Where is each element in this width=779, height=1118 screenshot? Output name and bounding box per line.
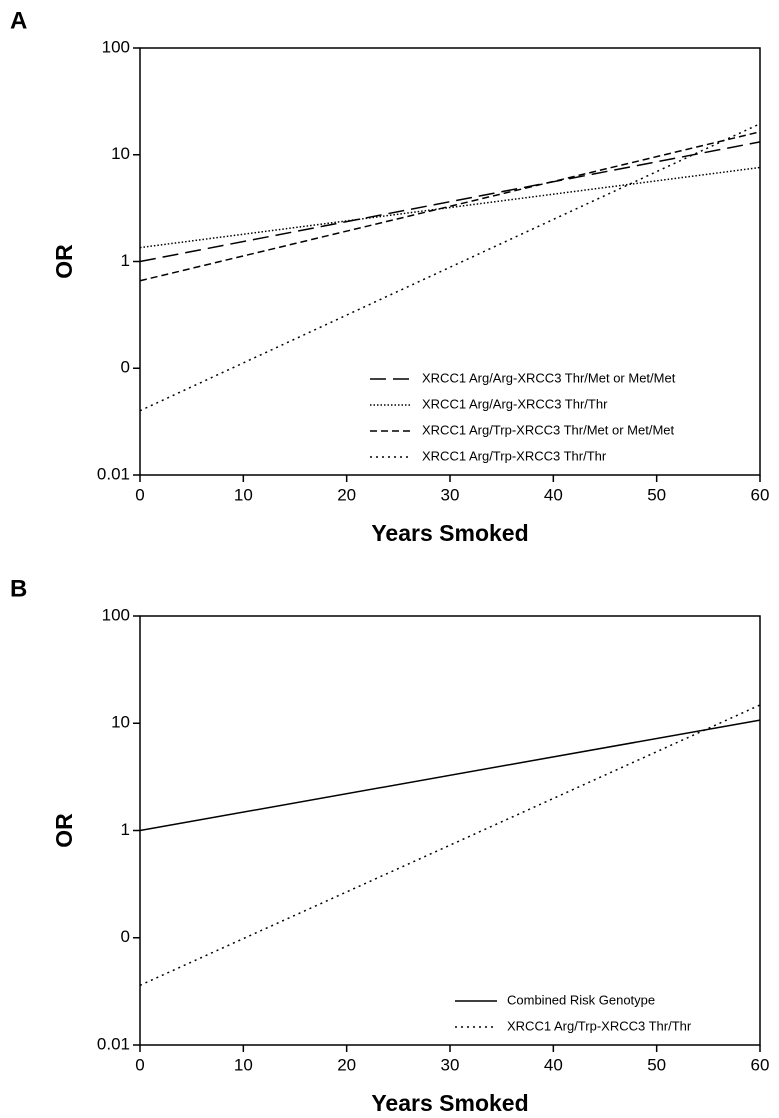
plot-frame (139, 615, 761, 1046)
series-line (139, 719, 761, 832)
x-tick-label: 40 (544, 485, 563, 504)
y-tick-label: 10 (111, 144, 130, 163)
y-tick-label: 10 (111, 713, 130, 732)
y-tick-label: 100 (102, 37, 130, 56)
legend-label: XRCC1 Arg/Arg-XRCC3 Thr/Thr (422, 396, 608, 411)
y-tick-label: 0 (121, 927, 130, 946)
legend-label: XRCC1 Arg/Trp-XRCC3 Thr/Thr (422, 448, 607, 463)
series-line (139, 131, 761, 282)
legend-label: XRCC1 Arg/Trp-XRCC3 Thr/Thr (507, 1018, 692, 1033)
x-tick-label: 10 (234, 1055, 253, 1074)
x-tick-label: 0 (135, 1055, 144, 1074)
y-tick-label: 0.01 (97, 464, 130, 483)
legend-label: XRCC1 Arg/Arg-XRCC3 Thr/Met or Met/Met (422, 370, 676, 385)
y-axis-label: OR (51, 244, 77, 279)
y-tick-label: 0.01 (97, 1034, 130, 1053)
series-line (139, 123, 761, 412)
y-axis-label: OR (51, 813, 77, 848)
panel-label: A (10, 7, 27, 34)
x-tick-label: 0 (135, 485, 144, 504)
x-tick-label: 50 (647, 485, 666, 504)
x-tick-label: 10 (234, 485, 253, 504)
x-axis-label: Years Smoked (371, 1090, 528, 1116)
y-tick-label: 1 (121, 820, 130, 839)
x-tick-label: 30 (441, 485, 460, 504)
x-tick-label: 50 (647, 1055, 666, 1074)
x-tick-label: 20 (337, 485, 356, 504)
legend-label: XRCC1 Arg/Trp-XRCC3 Thr/Met or Met/Met (422, 422, 674, 437)
series-line (139, 141, 761, 263)
y-tick-label: 0 (121, 358, 130, 377)
panel-label: B (10, 575, 27, 602)
series-line (139, 166, 761, 249)
x-tick-label: 20 (337, 1055, 356, 1074)
y-tick-label: 100 (102, 605, 130, 624)
x-axis-label: Years Smoked (371, 520, 528, 546)
x-tick-label: 60 (751, 485, 770, 504)
series-line (139, 704, 761, 987)
legend-label: Combined Risk Genotype (507, 992, 655, 1007)
x-tick-label: 30 (441, 1055, 460, 1074)
x-tick-label: 40 (544, 1055, 563, 1074)
x-tick-label: 60 (751, 1055, 770, 1074)
y-tick-label: 1 (121, 251, 130, 270)
